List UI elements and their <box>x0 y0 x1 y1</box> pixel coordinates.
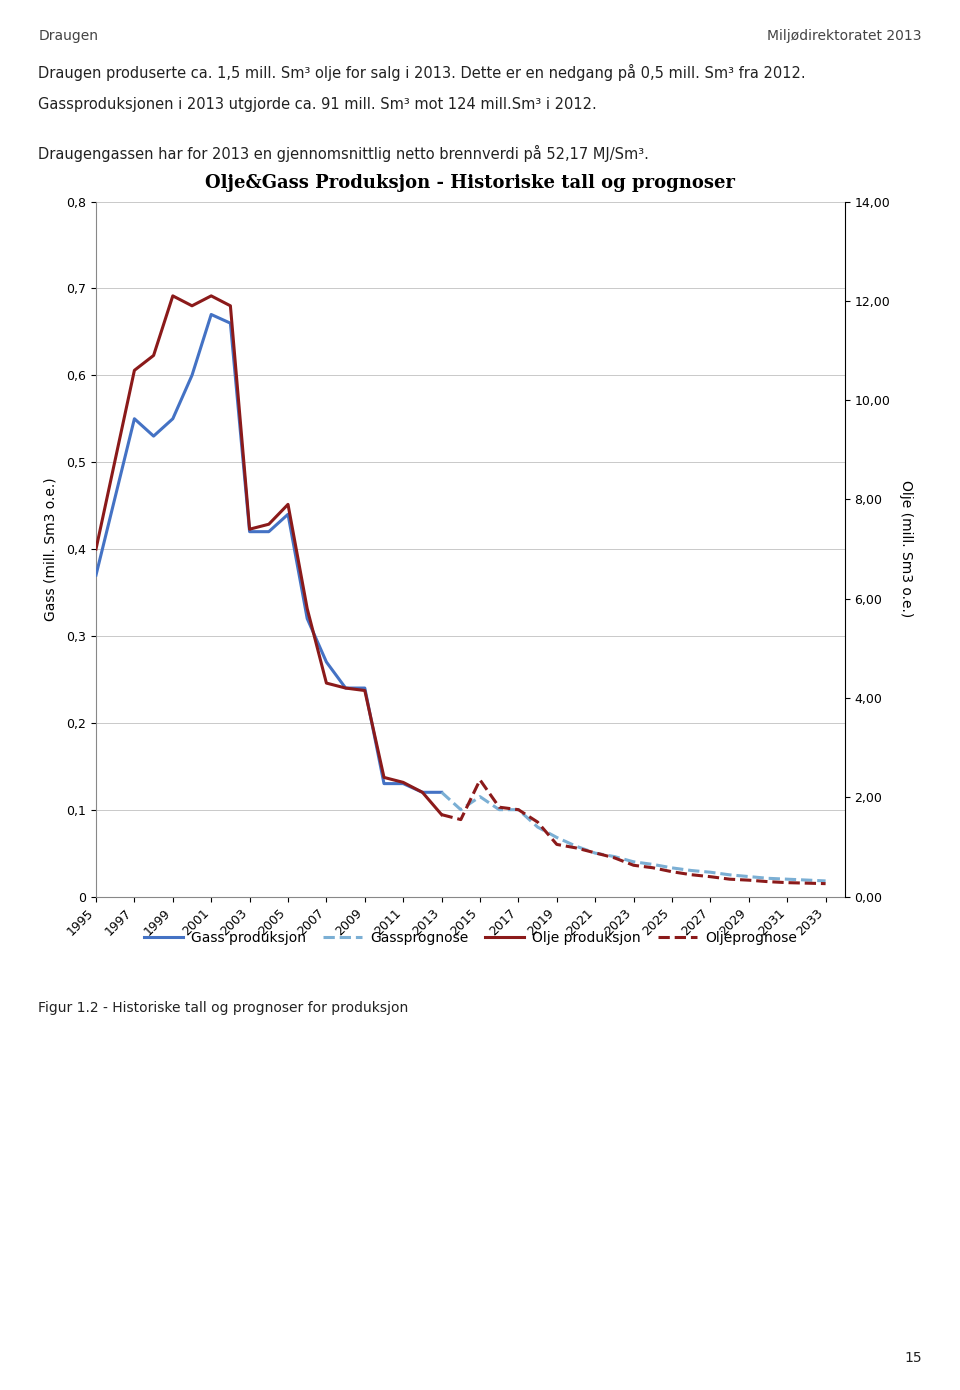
Text: Draugen produserte ca. 1,5 mill. Sm³ olje for salg i 2013. Dette er en nedgang p: Draugen produserte ca. 1,5 mill. Sm³ olj… <box>38 64 806 81</box>
Text: 15: 15 <box>904 1351 922 1365</box>
Title: Olje&Gass Produksjon - Historiske tall og prognoser: Olje&Gass Produksjon - Historiske tall o… <box>205 174 735 192</box>
Text: Draugen: Draugen <box>38 29 99 43</box>
Text: Draugengassen har for 2013 en gjennomsnittlig netto brennverdi på 52,17 MJ/Sm³.: Draugengassen har for 2013 en gjennomsni… <box>38 145 649 161</box>
Y-axis label: Gass (mill. Sm3 o.e.): Gass (mill. Sm3 o.e.) <box>44 477 58 621</box>
Text: Gassproduksjonen i 2013 utgjorde ca. 91 mill. Sm³ mot 124 mill.Sm³ i 2012.: Gassproduksjonen i 2013 utgjorde ca. 91 … <box>38 97 597 113</box>
Text: Figur 1.2 - Historiske tall og prognoser for produksjon: Figur 1.2 - Historiske tall og prognoser… <box>38 1001 409 1015</box>
Y-axis label: Olje (mill. Sm3 o.e.): Olje (mill. Sm3 o.e.) <box>899 481 913 617</box>
Legend: Gass produksjon, Gassprognose, Olje produksjon, Oljeprognose: Gass produksjon, Gassprognose, Olje prod… <box>138 926 803 951</box>
Text: Miljødirektoratet 2013: Miljødirektoratet 2013 <box>767 29 922 43</box>
